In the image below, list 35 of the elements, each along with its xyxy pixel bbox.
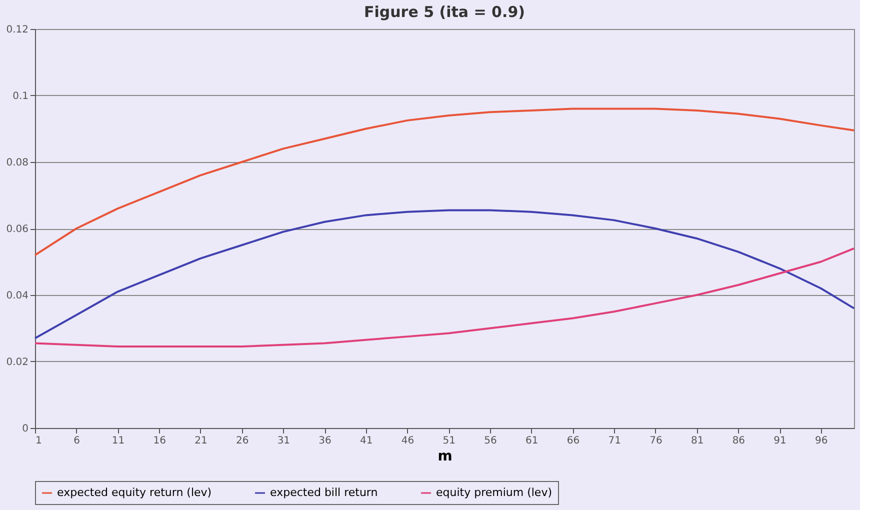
y-tick-label: 0 (22, 424, 28, 434)
legend-label: expected bill return (270, 486, 378, 499)
x-tick-label: 91 (774, 436, 786, 446)
x-tick-label: 11 (112, 436, 125, 446)
y-tick-label: 0.06 (6, 224, 28, 235)
x-tick-label: 26 (236, 436, 249, 446)
x-tick-label: 66 (566, 436, 580, 446)
y-tick-label: 0.12 (6, 24, 28, 36)
y-tick-label: 0.04 (6, 290, 28, 302)
x-tick-label: 21 (194, 436, 208, 446)
x-tick-label: 86 (732, 436, 746, 446)
x-tick-label: 31 (277, 436, 290, 446)
legend-label: expected equity return (lev) (57, 486, 212, 499)
x-tick-label: 81 (690, 436, 704, 446)
line-series (34, 247, 855, 348)
x-tick-label: 76 (650, 436, 662, 446)
line-series (34, 209, 855, 340)
x-tick-label: 96 (815, 436, 828, 446)
x-axis-title: m (438, 448, 452, 464)
y-tick-label: 0.08 (6, 158, 28, 168)
y-tick-label: 0.02 (6, 357, 28, 368)
x-tick-label: 56 (484, 436, 497, 446)
x-tick-label: 71 (608, 436, 621, 446)
x-tick-label: 6 (74, 436, 80, 446)
line-series (34, 108, 855, 256)
x-tick-label: 16 (153, 436, 166, 446)
x-tick-label: 51 (442, 436, 456, 446)
chart-title: Figure 5 (ita = 0.9) (364, 3, 525, 21)
x-tick-label: 46 (401, 436, 414, 446)
x-tick-label: 61 (525, 436, 538, 446)
x-tick-label: 41 (360, 436, 373, 446)
legend-label: equity premium (lev) (436, 486, 552, 499)
y-tick-label: 0.1 (12, 91, 28, 102)
x-tick-label: 1 (36, 436, 42, 446)
x-tick-label: 36 (318, 436, 332, 446)
